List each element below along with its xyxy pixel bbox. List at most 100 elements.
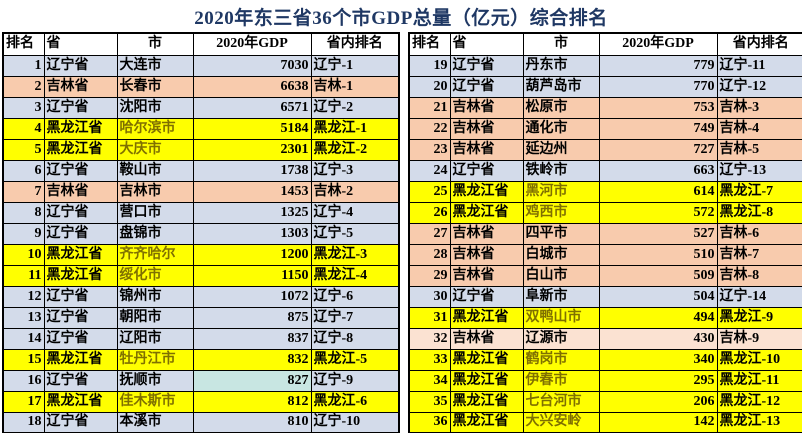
table-row-rank-28: 28 吉林省 白城市 510 吉林-7 [408, 243, 802, 266]
table-row-rank-32: 32 吉林省 辽源市 430 吉林-9 [408, 327, 802, 350]
province-cell: 辽宁省 [43, 159, 118, 182]
rank-cell: 9 [2, 222, 45, 245]
gdp-cell: 810 [192, 411, 312, 433]
city-cell: 哈尔滨市 [116, 117, 194, 140]
province-cell: 吉林省 [449, 138, 524, 161]
province-cell: 辽宁省 [449, 285, 524, 308]
rank-cell: 30 [408, 285, 451, 308]
page-title: 2020年东三省36个市GDP总量（亿元）综合排名 [194, 8, 608, 29]
province-rank-cell: 黑龙江-6 [310, 390, 400, 413]
gdp-cell: 340 [598, 348, 718, 371]
province-rank-cell: 吉林-2 [310, 180, 400, 203]
column-header-city: 市 [522, 32, 600, 56]
city-cell: 抚顺市 [116, 369, 194, 392]
rank-cell: 29 [408, 264, 451, 287]
province-rank-cell: 辽宁-6 [310, 285, 400, 308]
rank-cell: 17 [2, 390, 45, 413]
gdp-cell: 572 [598, 201, 718, 224]
province-rank-cell: 吉林-8 [716, 264, 802, 287]
city-cell: 大兴安岭 [522, 411, 600, 433]
gdp-cell: 753 [598, 96, 718, 119]
province-cell: 吉林省 [43, 180, 118, 203]
table-row-rank-35: 35 黑龙江省 七台河市 206 黑龙江-12 [408, 390, 802, 413]
city-cell: 大庆市 [116, 138, 194, 161]
gdp-cell: 504 [598, 285, 718, 308]
province-cell: 黑龙江省 [449, 411, 524, 433]
city-cell: 齐齐哈尔 [116, 243, 194, 266]
gdp-cell: 2301 [192, 138, 312, 161]
province-rank-cell: 黑龙江-10 [716, 348, 802, 371]
table-row-rank-25: 25 黑龙江省 黑河市 614 黑龙江-7 [408, 180, 802, 203]
rank-cell: 18 [2, 411, 45, 433]
province-rank-cell: 黑龙江-3 [310, 243, 400, 266]
city-cell: 绥化市 [116, 264, 194, 287]
rank-cell: 36 [408, 411, 451, 433]
gdp-cell: 295 [598, 369, 718, 392]
rank-cell: 28 [408, 243, 451, 266]
table-row-rank-29: 29 吉林省 白山市 509 吉林-8 [408, 264, 802, 287]
city-cell: 长春市 [116, 75, 194, 98]
gdp-cell: 527 [598, 222, 718, 245]
province-rank-cell: 辽宁-10 [310, 411, 400, 433]
province-cell: 辽宁省 [43, 222, 118, 245]
province-cell: 黑龙江省 [449, 306, 524, 329]
table-row-rank-8: 8 辽宁省 营口市 1325 辽宁-4 [2, 201, 400, 224]
column-header-city: 市 [116, 32, 194, 56]
gdp-cell: 770 [598, 75, 718, 98]
gdp-cell: 1150 [192, 264, 312, 287]
province-rank-cell: 黑龙江-12 [716, 390, 802, 413]
province-cell: 黑龙江省 [43, 243, 118, 266]
province-rank-cell: 黑龙江-5 [310, 348, 400, 371]
city-cell: 通化市 [522, 117, 600, 140]
table-row-rank-13: 13 辽宁省 朝阳市 875 辽宁-7 [2, 306, 400, 329]
city-cell: 葫芦岛市 [522, 75, 600, 98]
gdp-cell: 1200 [192, 243, 312, 266]
rank-cell: 21 [408, 96, 451, 119]
province-rank-cell: 黑龙江-8 [716, 201, 802, 224]
province-rank-cell: 黑龙江-11 [716, 369, 802, 392]
city-cell: 鞍山市 [116, 159, 194, 182]
province-cell: 黑龙江省 [43, 138, 118, 161]
province-rank-cell: 吉林-4 [716, 117, 802, 140]
province-cell: 黑龙江省 [43, 264, 118, 287]
province-rank-cell: 黑龙江-2 [310, 138, 400, 161]
city-cell: 吉林市 [116, 180, 194, 203]
city-cell: 白山市 [522, 264, 600, 287]
province-rank-cell: 吉林-5 [716, 138, 802, 161]
rank-cell: 32 [408, 327, 451, 350]
gdp-cell: 5184 [192, 117, 312, 140]
table-row-rank-14: 14 辽宁省 辽阳市 837 辽宁-8 [2, 327, 400, 350]
province-cell: 吉林省 [449, 243, 524, 266]
table-row-rank-7: 7 吉林省 吉林市 1453 吉林-2 [2, 180, 400, 203]
province-cell: 吉林省 [449, 327, 524, 350]
table-row-rank-33: 33 黑龙江省 鹤岗市 340 黑龙江-10 [408, 348, 802, 371]
gdp-cell: 812 [192, 390, 312, 413]
province-cell: 辽宁省 [43, 306, 118, 329]
province-cell: 黑龙江省 [449, 390, 524, 413]
city-cell: 伊春市 [522, 369, 600, 392]
rank-cell: 35 [408, 390, 451, 413]
gdp-cell: 614 [598, 180, 718, 203]
table-row-rank-6: 6 辽宁省 鞍山市 1738 辽宁-3 [2, 159, 400, 182]
province-cell: 黑龙江省 [43, 390, 118, 413]
province-cell: 辽宁省 [43, 201, 118, 224]
province-rank-cell: 辽宁-12 [716, 75, 802, 98]
rank-cell: 3 [2, 96, 45, 119]
province-rank-cell: 辽宁-9 [310, 369, 400, 392]
province-rank-cell: 辽宁-1 [310, 54, 400, 77]
province-rank-cell: 辽宁-2 [310, 96, 400, 119]
column-header-province-rank: 省内排名 [310, 32, 400, 56]
rank-cell: 22 [408, 117, 451, 140]
rank-cell: 1 [2, 54, 45, 77]
province-cell: 吉林省 [449, 264, 524, 287]
rank-cell: 12 [2, 285, 45, 308]
gdp-cell: 1325 [192, 201, 312, 224]
gdp-cell: 663 [598, 159, 718, 182]
city-cell: 松原市 [522, 96, 600, 119]
city-cell: 丹东市 [522, 54, 600, 77]
province-cell: 黑龙江省 [43, 348, 118, 371]
province-cell: 黑龙江省 [449, 369, 524, 392]
city-cell: 佳木斯市 [116, 390, 194, 413]
city-cell: 四平市 [522, 222, 600, 245]
table-row-rank-9: 9 辽宁省 盘锦市 1303 辽宁-5 [2, 222, 400, 245]
